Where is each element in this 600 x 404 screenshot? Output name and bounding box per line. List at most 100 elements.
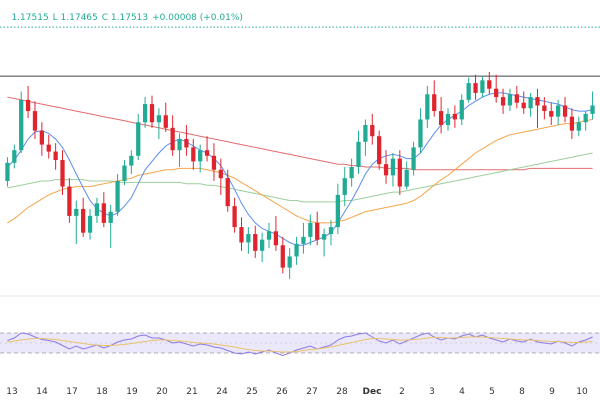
- x-tick-label: 3: [429, 387, 435, 397]
- candle-body: [204, 150, 210, 156]
- candle: [260, 232, 265, 263]
- candle-body: [301, 236, 306, 244]
- candle-body: [500, 97, 506, 106]
- candle-body: [12, 150, 17, 163]
- candle: [514, 85, 519, 109]
- candle: [377, 130, 382, 170]
- candle-body: [590, 105, 595, 114]
- candle-body: [232, 206, 237, 228]
- candle-body: [184, 139, 189, 148]
- candle: [487, 71, 492, 95]
- candle-body: [390, 158, 396, 176]
- candle: [445, 108, 451, 131]
- candle-body: [94, 203, 100, 216]
- candle-body: [466, 83, 471, 100]
- candle-body: [514, 94, 519, 103]
- candle: [425, 85, 430, 128]
- candle-body: [562, 105, 568, 117]
- candle-body: [377, 136, 382, 165]
- candle-body: [438, 111, 444, 126]
- candle-body: [287, 256, 292, 268]
- candle: [149, 95, 155, 128]
- x-tick-label: 25: [246, 387, 257, 397]
- candle: [452, 105, 458, 128]
- candle: [542, 97, 547, 120]
- candle: [253, 225, 258, 258]
- candle: [294, 236, 299, 265]
- candle-body: [246, 234, 251, 243]
- candle: [356, 130, 361, 174]
- candle: [191, 139, 196, 170]
- candle-body: [225, 178, 230, 207]
- candle-body: [87, 215, 93, 233]
- candle: [507, 88, 513, 112]
- x-tick-label: 24: [216, 387, 228, 397]
- candle: [562, 97, 568, 123]
- candle-body: [74, 208, 79, 216]
- candle-body: [53, 151, 58, 160]
- candle-body: [480, 80, 485, 93]
- candle-body: [356, 141, 361, 167]
- candle-body: [383, 164, 389, 176]
- candle: [177, 133, 182, 167]
- candle-body: [108, 211, 113, 223]
- candle-body: [39, 130, 44, 145]
- candle-body: [342, 178, 347, 195]
- candle-body: [576, 122, 581, 131]
- candle-body: [5, 162, 10, 181]
- candle: [12, 144, 17, 169]
- candle-body: [542, 105, 547, 112]
- x-tick-label: 9: [549, 387, 555, 397]
- candle: [280, 236, 285, 274]
- candle: [60, 150, 65, 195]
- candle: [418, 108, 423, 153]
- candle: [5, 157, 10, 187]
- candle-body: [328, 227, 334, 235]
- candle-body: [452, 113, 458, 120]
- candle: [25, 85, 31, 119]
- candle: [136, 113, 141, 160]
- rsi-signal-line: [7, 336, 593, 353]
- candle-body: [411, 147, 416, 170]
- candle-body: [156, 115, 162, 123]
- candle-body: [507, 94, 513, 106]
- candle: [129, 150, 134, 174]
- candle-body: [363, 125, 368, 142]
- candle: [583, 111, 588, 131]
- candle: [273, 215, 279, 251]
- x-tick-label: 2: [399, 387, 405, 397]
- candle-body: [218, 169, 223, 179]
- candle: [500, 88, 506, 114]
- candle-body: [521, 102, 526, 109]
- candle: [494, 74, 499, 103]
- candle: [349, 158, 354, 187]
- candle-body: [487, 80, 492, 89]
- x-tick-label: 10: [576, 387, 588, 397]
- candle-body: [473, 83, 478, 93]
- candle: [301, 222, 306, 254]
- candle-body: [569, 116, 575, 131]
- candle: [342, 166, 347, 207]
- x-tick-label: 28: [336, 387, 348, 397]
- candle: [67, 178, 72, 223]
- candle-body: [136, 122, 141, 156]
- candle: [81, 197, 86, 237]
- x-tick-label: 26: [276, 387, 288, 397]
- candle: [232, 197, 237, 233]
- candle-body: [67, 186, 72, 216]
- candle-body: [494, 88, 499, 98]
- candle: [569, 108, 575, 140]
- candle-body: [535, 97, 540, 106]
- candle: [370, 113, 375, 145]
- candle-body: [370, 125, 375, 137]
- candle: [473, 74, 478, 100]
- candle-body: [163, 115, 168, 128]
- candle-body: [280, 245, 285, 268]
- candle: [390, 153, 396, 187]
- candle: [204, 136, 210, 162]
- ma-mid-line: [7, 118, 593, 224]
- candle-body: [32, 111, 38, 131]
- candle: [53, 143, 58, 170]
- candle-body: [260, 239, 265, 251]
